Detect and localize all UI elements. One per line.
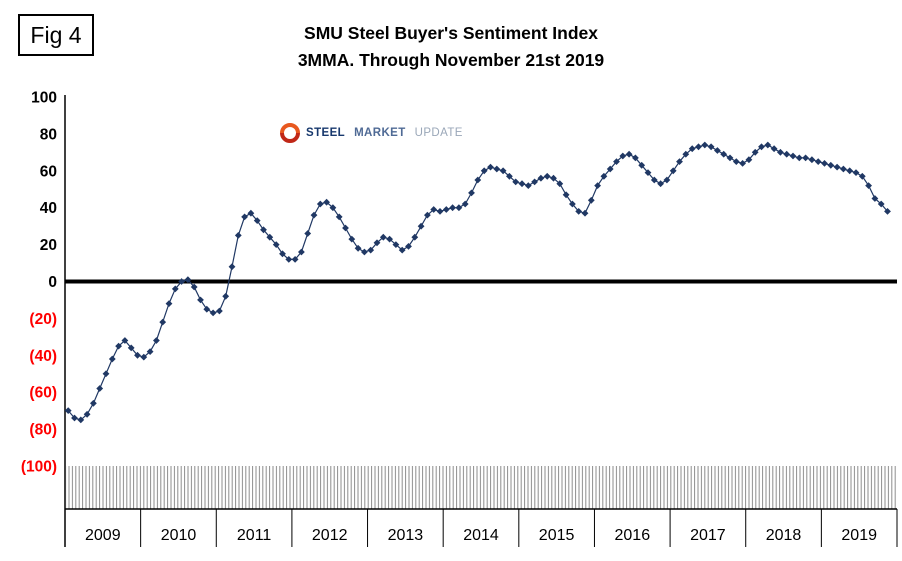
svg-text:2012: 2012 [312, 527, 348, 544]
x-axis-labels: 2009 2010 2011 2012 2013 2014 2015 2016 2017 2018… [85, 527, 877, 544]
sentiment-series [64, 141, 891, 424]
svg-text:2017: 2017 [690, 527, 726, 544]
logo-word-update: UPDATE [414, 127, 463, 139]
y-axis-labels: 100 80 60 40 20 0 (20) (40) (60) (80) (100) [21, 90, 57, 476]
steel-market-update-logo: STEEL MARKET UPDATE [279, 121, 463, 145]
figure-label: Fig 4 [30, 21, 82, 48]
svg-text:20: 20 [40, 237, 57, 254]
hatch-band [66, 466, 897, 509]
smu-logo-icon [280, 123, 300, 143]
svg-text:2015: 2015 [539, 527, 575, 544]
svg-text:(40): (40) [29, 348, 57, 365]
svg-text:2018: 2018 [766, 527, 802, 544]
svg-text:(80): (80) [29, 422, 57, 439]
svg-text:2010: 2010 [161, 527, 197, 544]
svg-text:2009: 2009 [85, 527, 121, 544]
svg-text:80: 80 [40, 126, 57, 143]
chart-title-block: SMU Steel Buyer's Sentiment Index 3MMA. … [0, 20, 902, 74]
chart-plot-area: 100 80 60 40 20 0 (20) (40) (60) (80) (100) 2009 201… [21, 90, 898, 547]
logo-word-market: MARKET [354, 127, 406, 139]
axes [64, 95, 898, 547]
svg-text:(20): (20) [29, 311, 57, 328]
svg-text:0: 0 [48, 274, 57, 291]
svg-text:2011: 2011 [237, 527, 272, 544]
svg-text:60: 60 [40, 163, 57, 180]
svg-text:(100): (100) [21, 459, 57, 476]
logo-word-steel: STEEL [306, 127, 346, 139]
svg-text:2019: 2019 [841, 527, 877, 544]
chart-title-line1: SMU Steel Buyer's Sentiment Index [304, 23, 598, 43]
svg-text:(60): (60) [29, 385, 57, 402]
chart-title-line2: 3MMA. Through November 21st 2019 [297, 50, 605, 71]
svg-text:2016: 2016 [615, 527, 651, 544]
svg-text:2014: 2014 [463, 527, 499, 544]
svg-text:2013: 2013 [388, 527, 424, 544]
figure-label-box: Fig 4 [18, 14, 94, 56]
svg-text:100: 100 [31, 90, 57, 107]
svg-text:40: 40 [40, 200, 57, 217]
